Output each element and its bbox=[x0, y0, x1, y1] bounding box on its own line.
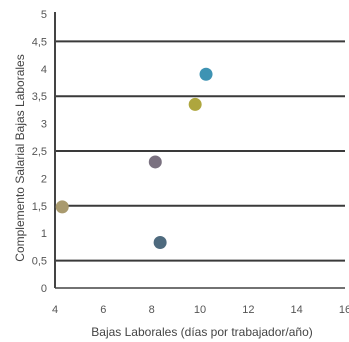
y-tick-label: 2 bbox=[41, 173, 47, 185]
data-point bbox=[153, 236, 167, 250]
y-tick-label: 0,5 bbox=[32, 256, 47, 268]
x-tick-label: 12 bbox=[242, 304, 254, 316]
data-point bbox=[199, 67, 213, 81]
y-axis-title: Complemento Salarial Bajas Laborales bbox=[13, 54, 27, 261]
x-tick-label: 6 bbox=[100, 304, 106, 316]
y-tick-label: 1,5 bbox=[32, 201, 47, 213]
y-tick-label: 2,5 bbox=[32, 146, 47, 158]
x-tick-label: 16 bbox=[339, 304, 349, 316]
y-tick-label: 4 bbox=[41, 64, 47, 76]
x-tick-label: 4 bbox=[52, 304, 58, 316]
y-tick-label: 1 bbox=[41, 228, 47, 240]
y-tick-label: 3 bbox=[41, 119, 47, 131]
x-tick-labels: 4 6 8 10 12 14 16 bbox=[52, 304, 349, 316]
y-tick-label: 4,5 bbox=[32, 36, 47, 48]
x-axis-title: Bajas Laborales (días por trabajador/año… bbox=[91, 325, 312, 339]
gridlines bbox=[55, 40, 345, 262]
x-tick-label: 10 bbox=[194, 304, 206, 316]
y-tick-label: 0 bbox=[41, 283, 47, 295]
y-tick-label: 5 bbox=[41, 9, 47, 21]
data-point bbox=[188, 97, 202, 111]
data-point bbox=[148, 155, 162, 169]
x-tick-label: 14 bbox=[291, 304, 303, 316]
data-point bbox=[55, 200, 69, 214]
axes bbox=[54, 12, 345, 289]
data-points bbox=[55, 67, 213, 250]
y-tick-label: 3,5 bbox=[32, 91, 47, 103]
x-tick-label: 8 bbox=[149, 304, 155, 316]
y-tick-labels: 0 0,5 1 1,5 2 2,5 3 3,5 4 4,5 5 bbox=[32, 9, 47, 295]
